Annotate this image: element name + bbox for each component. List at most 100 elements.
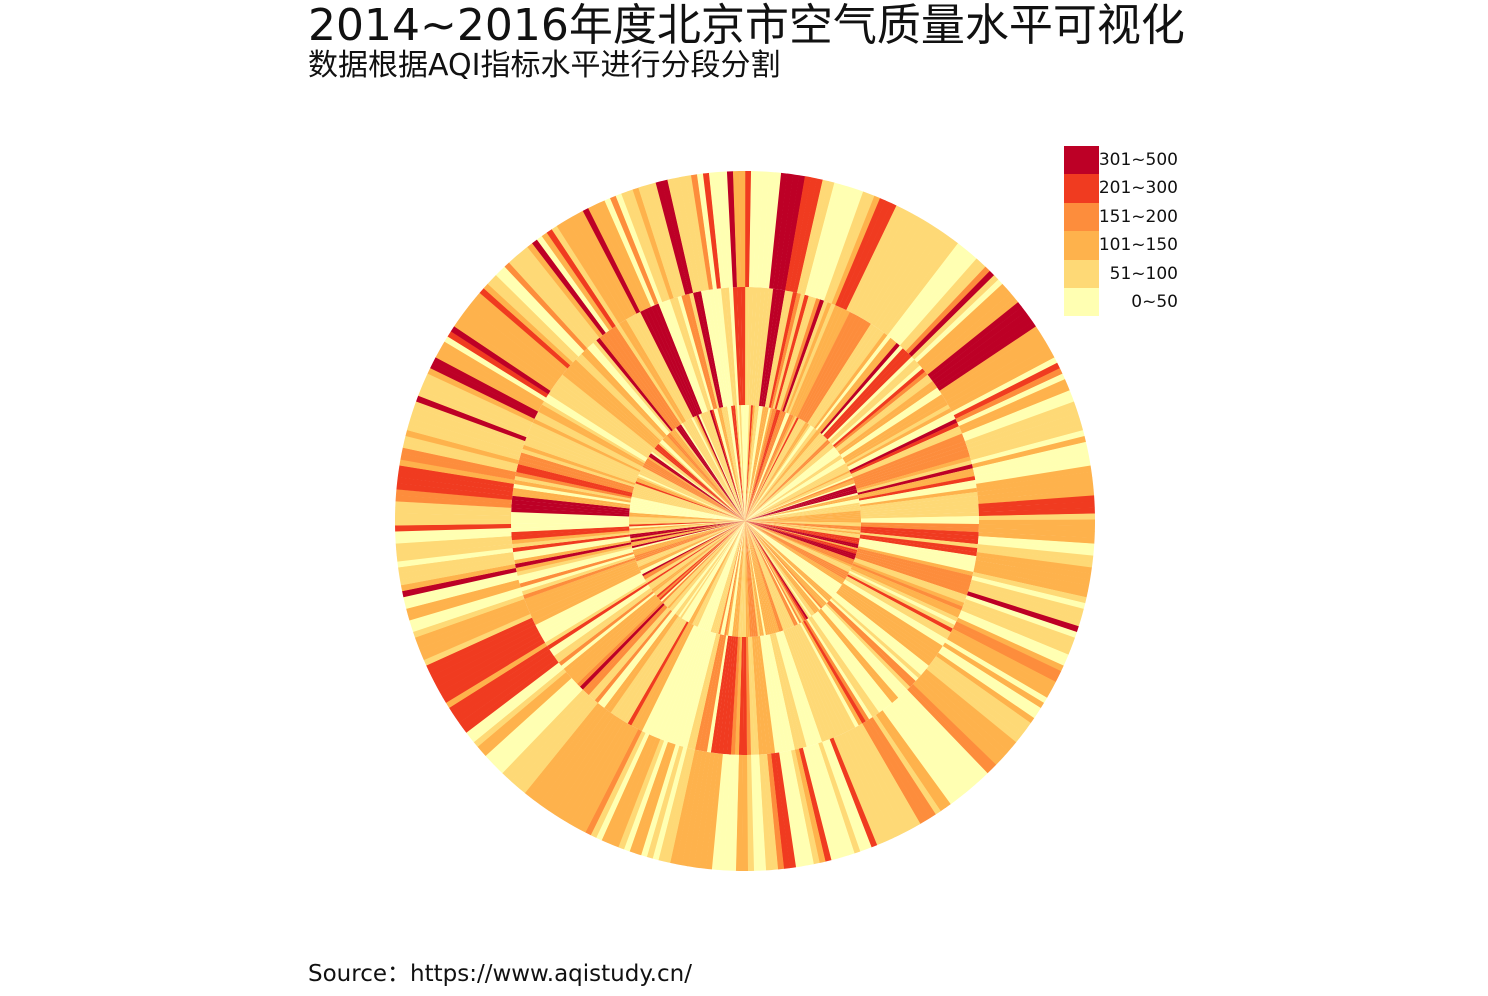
day-wedge-2016[interactable]	[974, 564, 1090, 592]
day-wedge-2014[interactable]	[678, 521, 745, 618]
day-wedge-2015[interactable]	[789, 305, 840, 415]
day-wedge-2014[interactable]	[745, 510, 861, 521]
day-wedge-2016[interactable]	[879, 710, 951, 808]
day-wedge-2014[interactable]	[745, 521, 858, 551]
day-wedge-2015[interactable]	[776, 295, 813, 410]
day-wedge-2014[interactable]	[745, 521, 842, 587]
day-wedge-2016[interactable]	[536, 235, 610, 333]
day-wedge-2014[interactable]	[683, 521, 745, 621]
day-wedge-2014[interactable]	[727, 406, 745, 521]
day-wedge-2015[interactable]	[738, 636, 745, 755]
day-wedge-2014[interactable]	[676, 426, 745, 521]
day-wedge-2016[interactable]	[777, 174, 800, 290]
day-wedge-2014[interactable]	[663, 436, 745, 521]
day-wedge-2015[interactable]	[849, 568, 959, 622]
day-wedge-2016[interactable]	[487, 279, 576, 363]
day-wedge-2016[interactable]	[726, 171, 738, 288]
day-wedge-2015[interactable]	[763, 635, 788, 752]
day-wedge-2015[interactable]	[765, 634, 792, 752]
day-wedge-2016[interactable]	[402, 567, 517, 598]
day-wedge-2016[interactable]	[885, 705, 961, 801]
day-wedge-2015[interactable]	[578, 353, 664, 440]
day-wedge-2016[interactable]	[534, 707, 608, 805]
day-wedge-2015[interactable]	[854, 557, 967, 600]
day-wedge-2016[interactable]	[468, 301, 563, 378]
day-wedge-2015[interactable]	[555, 380, 653, 454]
day-wedge-2015[interactable]	[850, 567, 960, 618]
day-wedge-2016[interactable]	[749, 171, 758, 288]
day-wedge-2014[interactable]	[735, 405, 745, 521]
day-wedge-2014[interactable]	[745, 521, 831, 601]
day-wedge-2016[interactable]	[414, 598, 526, 644]
day-wedge-2016[interactable]	[951, 357, 1058, 416]
day-wedge-2016[interactable]	[475, 292, 568, 372]
day-wedge-2014[interactable]	[706, 521, 745, 632]
day-wedge-2014[interactable]	[745, 448, 837, 521]
day-wedge-2015[interactable]	[847, 411, 954, 469]
day-wedge-2015[interactable]	[619, 321, 685, 424]
day-wedge-2015[interactable]	[843, 397, 947, 462]
day-wedge-2015[interactable]	[558, 591, 654, 666]
day-wedge-2016[interactable]	[493, 683, 580, 770]
day-wedge-2015[interactable]	[857, 468, 974, 497]
day-wedge-2014[interactable]	[745, 521, 770, 635]
day-wedge-2016[interactable]	[590, 730, 646, 838]
day-wedge-2015[interactable]	[850, 422, 959, 475]
day-wedge-2016[interactable]	[428, 621, 536, 677]
day-wedge-2014[interactable]	[717, 407, 745, 521]
day-wedge-2014[interactable]	[745, 492, 859, 521]
day-wedge-2014[interactable]	[692, 521, 745, 626]
day-wedge-2015[interactable]	[728, 287, 740, 406]
day-wedge-2016[interactable]	[500, 266, 585, 354]
day-wedge-2015[interactable]	[527, 563, 638, 611]
day-wedge-2015[interactable]	[823, 604, 908, 693]
day-wedge-2015[interactable]	[839, 586, 939, 657]
day-wedge-2015[interactable]	[517, 463, 633, 495]
day-wedge-2016[interactable]	[741, 754, 749, 871]
day-wedge-2014[interactable]	[629, 521, 745, 529]
day-wedge-2015[interactable]	[786, 628, 834, 740]
day-wedge-2016[interactable]	[621, 191, 667, 303]
day-wedge-2014[interactable]	[644, 461, 745, 521]
day-wedge-2016[interactable]	[569, 723, 632, 827]
day-wedge-2014[interactable]	[643, 521, 745, 580]
day-wedge-2016[interactable]	[786, 750, 814, 866]
day-wedge-2014[interactable]	[688, 521, 745, 624]
day-wedge-2015[interactable]	[775, 632, 811, 747]
day-wedge-2016[interactable]	[604, 197, 655, 307]
day-wedge-2016[interactable]	[449, 645, 550, 714]
day-wedge-2014[interactable]	[745, 518, 861, 521]
day-wedge-2014[interactable]	[745, 521, 791, 629]
day-wedge-2016[interactable]	[618, 739, 665, 850]
day-wedge-2016[interactable]	[967, 412, 1080, 453]
day-wedge-2016[interactable]	[399, 559, 515, 586]
day-wedge-2014[interactable]	[657, 443, 745, 521]
day-wedge-2014[interactable]	[743, 405, 746, 521]
day-wedge-2014[interactable]	[745, 521, 809, 620]
day-wedge-2015[interactable]	[788, 627, 838, 738]
day-wedge-2015[interactable]	[718, 636, 735, 754]
day-wedge-2016[interactable]	[532, 239, 606, 336]
day-wedge-2016[interactable]	[720, 171, 734, 288]
day-wedge-2016[interactable]	[802, 746, 838, 861]
day-wedge-2015[interactable]	[774, 294, 809, 410]
day-wedge-2015[interactable]	[638, 624, 694, 732]
day-wedge-2015[interactable]	[640, 309, 695, 418]
day-wedge-2016[interactable]	[934, 316, 1033, 388]
day-wedge-2015[interactable]	[649, 626, 700, 737]
day-wedge-2014[interactable]	[745, 490, 858, 521]
day-wedge-2016[interactable]	[874, 229, 944, 329]
day-wedge-2016[interactable]	[442, 638, 546, 703]
day-wedge-2014[interactable]	[643, 463, 745, 521]
day-wedge-2014[interactable]	[702, 521, 745, 630]
day-wedge-2014[interactable]	[745, 521, 840, 590]
day-wedge-2016[interactable]	[790, 749, 820, 865]
day-wedge-2016[interactable]	[870, 225, 939, 327]
day-wedge-2016[interactable]	[831, 195, 881, 306]
legend-item-301-500[interactable]: 301~500	[1064, 146, 1194, 175]
day-wedge-2015[interactable]	[857, 546, 974, 577]
day-wedge-2016[interactable]	[395, 501, 512, 512]
day-wedge-2015[interactable]	[570, 362, 660, 444]
day-wedge-2016[interactable]	[833, 736, 883, 846]
day-wedge-2014[interactable]	[686, 521, 745, 623]
